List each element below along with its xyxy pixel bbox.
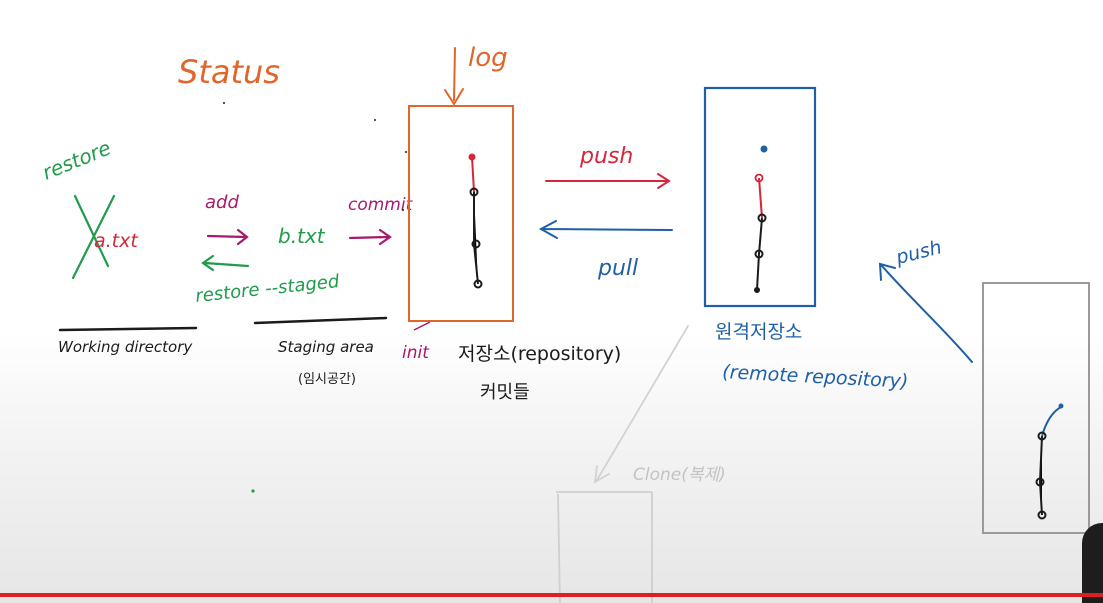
pull-label: pull xyxy=(597,256,638,281)
second-commit-line xyxy=(1038,435,1043,516)
remote-commit-node-red xyxy=(754,173,764,183)
a-txt-file: a.txt xyxy=(94,230,139,252)
stray-dot xyxy=(251,489,255,493)
push-label: push xyxy=(579,144,633,169)
stray-dot xyxy=(405,151,407,153)
pull-arrow xyxy=(538,220,673,239)
remote-commit-node xyxy=(757,213,767,223)
local-commit-line-red xyxy=(471,156,475,193)
commit-label: commit xyxy=(348,195,414,215)
cross-out-mark xyxy=(71,194,116,280)
log-label: log xyxy=(468,43,508,73)
add-label: add xyxy=(205,192,239,213)
stray-dot xyxy=(223,102,225,104)
staging-area-kr-label: (임시공간) xyxy=(298,372,356,387)
restore-staged-arrow xyxy=(201,254,250,272)
local-commit-line xyxy=(473,192,479,285)
working-directory-underline xyxy=(58,326,198,332)
remote-commit-node xyxy=(754,249,764,259)
clone-arrow xyxy=(593,325,689,484)
restore-label: restore xyxy=(39,136,114,185)
clone-target-box xyxy=(556,491,653,603)
local-commit-node xyxy=(469,187,479,197)
status-title: Status xyxy=(178,53,280,91)
stray-dot xyxy=(402,209,404,211)
commits-kr-label: 커밋들 xyxy=(480,382,530,403)
log-arrow xyxy=(444,47,464,106)
video-progress-bar[interactable] xyxy=(0,593,1103,597)
working-directory-label: Working directory xyxy=(58,338,193,356)
push-right-arrow xyxy=(878,262,973,363)
staging-area-underline xyxy=(253,316,388,325)
remote-commit-line-red xyxy=(758,177,763,219)
remote-repository-kr-label: 원격저장소 xyxy=(715,321,802,343)
push-arrow xyxy=(545,173,671,189)
second-commit-head xyxy=(1058,403,1064,409)
restore-staged-label: restore --staged xyxy=(194,271,340,307)
clone-label: Clone(복제) xyxy=(633,465,726,485)
add-arrow xyxy=(206,228,249,246)
repository-label: 저장소(repository) xyxy=(458,343,621,365)
local-commit-node xyxy=(471,239,481,249)
local-commit-node xyxy=(473,279,483,289)
remote-commit-head xyxy=(760,145,768,153)
remote-repository-label: (remote repository) xyxy=(722,361,909,393)
b-txt-file: b.txt xyxy=(278,224,326,248)
second-commit-node xyxy=(1035,477,1045,487)
presenter-silhouette xyxy=(1082,523,1103,603)
video-progress-fill xyxy=(0,593,1103,597)
local-commit-head xyxy=(468,153,476,161)
remote-commit-node xyxy=(754,287,760,293)
commit-arrow xyxy=(348,228,392,246)
staging-area-label: Staging area xyxy=(278,338,374,356)
second-local-repository-box xyxy=(982,282,1090,534)
second-commit-node xyxy=(1037,510,1047,520)
init-pointer xyxy=(413,321,431,331)
remote-commit-line xyxy=(756,217,763,291)
second-commit-node xyxy=(1037,431,1047,441)
init-label: init xyxy=(402,343,430,363)
remote-repository-box xyxy=(703,86,817,308)
push-right-label: push xyxy=(893,236,944,269)
local-repository-box xyxy=(408,105,514,322)
stray-dot xyxy=(374,119,376,121)
second-commit-line-blue xyxy=(1041,406,1062,437)
